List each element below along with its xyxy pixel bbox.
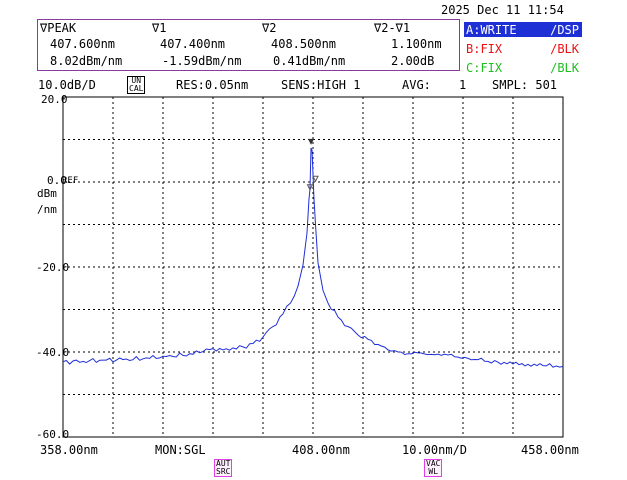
resolution-label: RES:0.05nm (176, 78, 249, 92)
marker-2-level: 0.41dBm/nm (273, 54, 346, 68)
marker-1-icon (306, 184, 314, 191)
ref-label: REF (62, 176, 79, 186)
marker-header-peak: ∇PEAK (40, 21, 77, 35)
marker-2-icon (312, 175, 319, 183)
trace-c-selector[interactable]: C:FIX /BLK (464, 60, 582, 75)
trace-a-mode: /DSP (550, 23, 579, 37)
sampling-label: SMPL: 501 (492, 78, 558, 92)
trace-b-name: B:FIX (466, 42, 503, 56)
plot-border (62, 96, 564, 438)
marker-peak-level: 8.02dBm/nm (50, 54, 123, 68)
y-tick-label-minus40: -40.0 (36, 346, 70, 359)
scale-label: 10.0dB/D (38, 78, 96, 92)
sensitivity-label: SENS:HIGH 1 (281, 78, 361, 92)
start-wavelength: 358.00nm (40, 443, 98, 457)
uncal-line2: CAL (129, 84, 144, 93)
marker-1-level: -1.59dBm/nm (162, 54, 242, 68)
marker-2-wavelength: 408.500nm (271, 37, 337, 51)
trace-b-selector[interactable]: B:FIX /BLK (464, 41, 582, 56)
peak-marker-icon (308, 138, 314, 145)
marker-header-1: ∇1 (152, 21, 167, 35)
marker-header-diff: ∇2-∇1 (374, 21, 411, 35)
vac-line2: WL (428, 467, 439, 476)
peak-marker-group (306, 138, 319, 191)
uncal-indicator: UN CAL (127, 76, 146, 94)
y-tick-label-20: 20.0 (41, 93, 68, 106)
y-tick-label-0: 0.0 (47, 174, 67, 187)
aut-line1: AUT (216, 459, 231, 468)
datetime: 2025 Dec 11 11:54 (441, 3, 564, 17)
monitor-mode: MON:SGL (155, 443, 206, 457)
aut-line2: SRC (216, 467, 231, 476)
trace-b-mode: /BLK (550, 42, 579, 56)
y-tick-label-minus20: -20.0 (36, 261, 70, 274)
span-per-division: 10.00nm/D (402, 443, 468, 457)
vacuum-wavelength-indicator[interactable]: VAC WL (424, 459, 443, 477)
average-value: 1 (459, 78, 467, 92)
uncal-line1: UN (131, 76, 142, 85)
marker-1-wavelength: 407.400nm (160, 37, 226, 51)
marker-diff-wavelength: 1.100nm (391, 37, 442, 51)
plot-frame (62, 96, 564, 438)
marker-header-2: ∇2 (262, 21, 277, 35)
y-unit-per-nm: /nm (37, 203, 57, 216)
center-wavelength: 408.00nm (292, 443, 350, 457)
stop-wavelength: 458.00nm (521, 443, 579, 457)
trace-a-name: A:WRITE (466, 23, 517, 37)
trace-c-name: C:FIX (466, 61, 503, 75)
spectrum-trace-line (62, 147, 564, 368)
plot-grid (63, 97, 563, 437)
auto-source-indicator[interactable]: AUT SRC (214, 459, 233, 477)
trace-c-mode: /BLK (550, 61, 579, 75)
y-tick-label-minus60: -60.0 (36, 428, 70, 441)
marker-info-panel (37, 19, 460, 71)
average-label: AVG: (402, 78, 431, 92)
plot-series (62, 147, 564, 368)
y-unit-dbm: dBm (37, 187, 57, 200)
trace-a-selector[interactable]: A:WRITE /DSP (464, 22, 582, 37)
marker-diff-level: 2.00dB (391, 54, 435, 68)
vac-line1: VAC (426, 459, 441, 468)
marker-peak-wavelength: 407.600nm (50, 37, 116, 51)
